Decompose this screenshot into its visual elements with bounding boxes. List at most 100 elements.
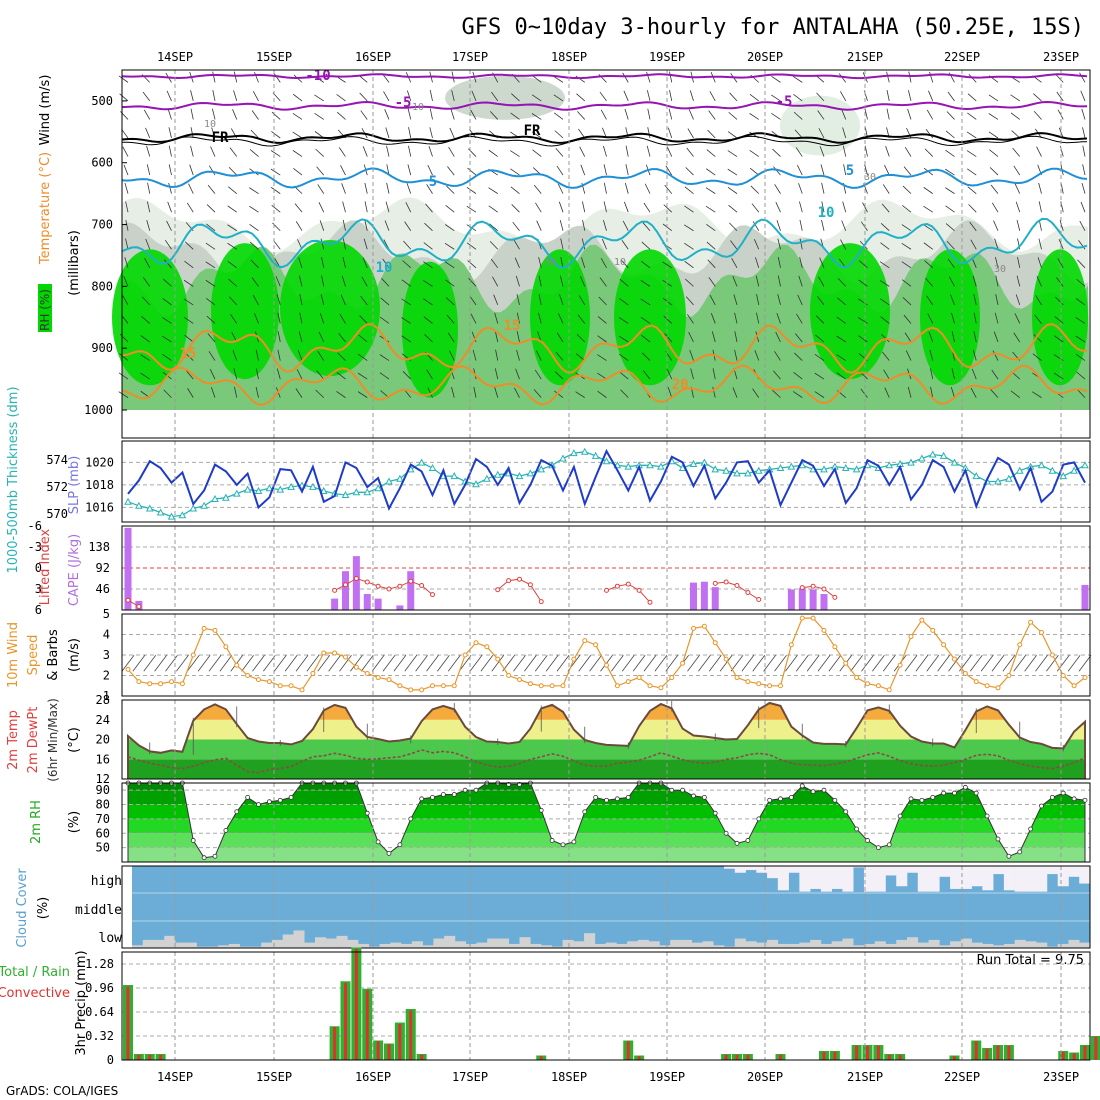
wind-barb — [901, 242, 912, 250]
slp-tick-label: 1018 — [85, 478, 114, 492]
wind-barb — [207, 333, 216, 343]
wind-barb — [143, 109, 151, 120]
low-cloud-bar — [476, 942, 488, 948]
date-label-bottom: 17SEP — [452, 1070, 488, 1084]
cape-bar — [396, 605, 404, 610]
pressure-tick-label: 800 — [91, 279, 113, 293]
wind-barb — [619, 278, 629, 287]
wind-barb — [382, 258, 390, 269]
wind-barb — [727, 186, 738, 194]
rh-point — [462, 787, 468, 793]
wind-barb — [819, 257, 825, 268]
precip-axis-label: 3hr Precip (mm) — [74, 950, 89, 1055]
wind-barb — [514, 257, 520, 268]
rh-point — [756, 816, 762, 822]
high-cloud-bar — [874, 866, 886, 892]
wind-barb — [514, 387, 520, 398]
wind-barb — [668, 108, 673, 120]
surface-wind-barb — [121, 654, 135, 672]
low-cloud-bar — [627, 941, 639, 948]
wind-barb — [576, 333, 586, 343]
wind-barb — [401, 317, 411, 324]
contour-label: 15 — [180, 346, 197, 362]
wind-barb — [446, 314, 455, 324]
wind-barb — [989, 149, 999, 157]
wind-barb — [118, 372, 129, 380]
wind-barb — [991, 202, 999, 213]
convective-precip-bar — [996, 1045, 1000, 1060]
wind-barb — [364, 219, 368, 231]
precip-tick-label: 0.96 — [85, 981, 114, 995]
surface-wind-barb — [795, 654, 809, 672]
pressure-tick-label: 600 — [91, 156, 113, 170]
wind-speed-point — [364, 670, 370, 676]
wind-barb — [185, 370, 194, 380]
cape-bar — [690, 582, 697, 610]
wind-barb — [402, 260, 412, 269]
thickness-point — [352, 488, 361, 496]
wind-barb — [756, 294, 760, 305]
wind-barb — [234, 386, 238, 398]
wind-barb — [597, 372, 607, 380]
wind-barb — [886, 71, 890, 83]
wind-barb — [577, 314, 586, 324]
wind-barb — [533, 184, 542, 194]
wind-barb — [707, 259, 716, 269]
wind-speed-point — [147, 681, 153, 687]
wind-barb — [928, 90, 934, 102]
wind-speed-point — [136, 679, 142, 685]
wind-barb — [1055, 74, 1064, 83]
wind-barb — [993, 331, 999, 343]
wind-tick-label: 2 — [103, 669, 110, 683]
convective-precip-bar — [887, 1054, 891, 1060]
lifted-index-point — [408, 578, 414, 584]
surface-wind-barb — [1035, 654, 1048, 672]
thickness-tick-label: 574 — [46, 453, 68, 467]
wind-barb — [318, 202, 325, 213]
wind-barb — [140, 335, 150, 343]
wind-barb — [556, 332, 564, 343]
bottom-date-axis: 14SEP 15SEP 16SEP 17SEP 18SEP 19SEP 20SEP 21SEP… — [157, 1070, 1079, 1084]
surface-wind-barb — [621, 654, 635, 672]
wind-speed-point — [625, 679, 631, 685]
rh-point — [908, 796, 914, 802]
lifted-index-point — [810, 583, 816, 589]
surface-wind-barb — [295, 654, 309, 672]
wind-barb — [625, 164, 629, 176]
wind-barb — [360, 295, 368, 306]
wind-barb — [336, 391, 346, 398]
rh-axis-full-label: 2m RH (%) — [0, 0, 6, 1]
thickness-point — [918, 454, 926, 462]
rh-point — [571, 839, 577, 845]
rh-point — [364, 810, 370, 816]
wind-barb — [623, 201, 629, 213]
convective-precip-bar — [953, 1056, 956, 1060]
wind-barb — [664, 184, 673, 194]
wind-barb — [925, 129, 934, 139]
thickness-point — [1015, 466, 1024, 474]
wind-barb — [709, 91, 716, 102]
low-cloud-bar — [1036, 942, 1048, 948]
low-cloud-bar — [368, 946, 380, 948]
wind-barb — [118, 75, 129, 83]
wind-barb — [792, 391, 803, 398]
date-label-bottom: 15SEP — [256, 1070, 292, 1084]
wind-barb — [466, 242, 477, 250]
date-label-top: 21SEP — [847, 50, 883, 64]
wind-barb — [207, 184, 216, 194]
wind-barb — [620, 259, 629, 269]
wind-barb — [494, 368, 499, 380]
cape-bar — [352, 556, 360, 610]
isotherm-15 — [121, 322, 1087, 374]
thickness-point — [994, 477, 1002, 485]
convective-precip-bar — [365, 990, 369, 1060]
wind-barb — [423, 280, 433, 287]
wind-barb — [1082, 145, 1086, 157]
low-cloud-bar — [508, 943, 520, 948]
lifted-index-series — [802, 585, 836, 598]
wind-barb — [752, 388, 760, 398]
wind-barb — [277, 331, 281, 343]
wind-speed-point — [778, 683, 783, 689]
surface-wind-barb — [154, 654, 167, 672]
cape-bar — [331, 598, 339, 610]
